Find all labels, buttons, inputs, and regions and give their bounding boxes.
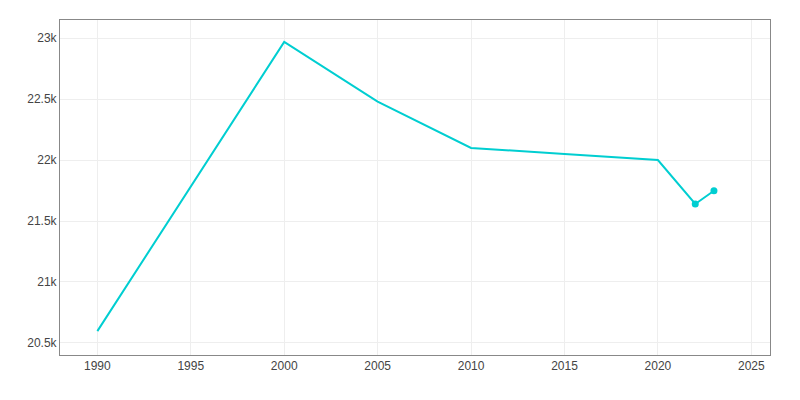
svg-text:2000: 2000 bbox=[271, 359, 298, 373]
svg-text:22.5k: 22.5k bbox=[27, 92, 57, 106]
svg-text:21.5k: 21.5k bbox=[27, 214, 57, 228]
svg-text:1995: 1995 bbox=[177, 359, 204, 373]
svg-text:23k: 23k bbox=[37, 31, 57, 45]
svg-text:2005: 2005 bbox=[364, 359, 391, 373]
svg-text:2015: 2015 bbox=[551, 359, 578, 373]
svg-text:22k: 22k bbox=[37, 153, 57, 167]
svg-text:1990: 1990 bbox=[84, 359, 111, 373]
svg-text:2010: 2010 bbox=[458, 359, 485, 373]
svg-text:2020: 2020 bbox=[645, 359, 672, 373]
svg-text:21k: 21k bbox=[37, 275, 57, 289]
svg-text:2025: 2025 bbox=[738, 359, 765, 373]
svg-text:20.5k: 20.5k bbox=[27, 336, 57, 350]
